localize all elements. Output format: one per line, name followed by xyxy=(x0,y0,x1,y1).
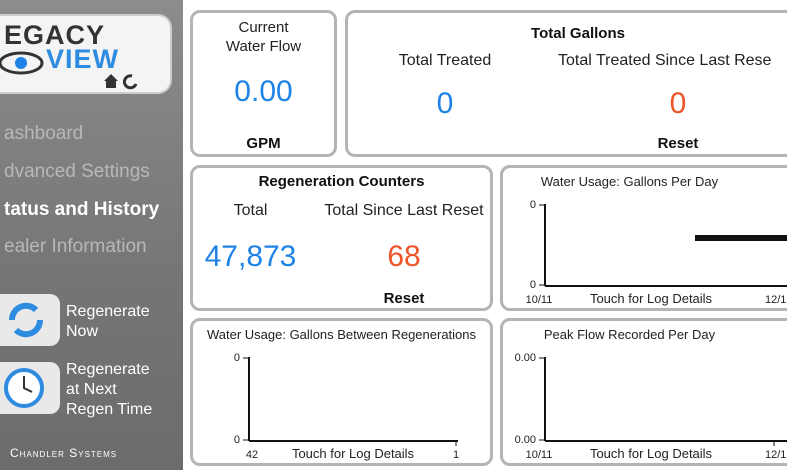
chart: 0 0 42 1 Touch for Log Details xyxy=(234,352,459,461)
chart-panel[interactable]: Water Usage: Gallons Between Regeneratio… xyxy=(190,318,493,466)
column-label: Total Since Last Reset xyxy=(324,202,484,219)
nav-item[interactable]: ashboard xyxy=(4,123,84,144)
regen-value: 47,873 xyxy=(204,240,297,273)
regenerate-icon[interactable] xyxy=(0,294,60,346)
y-tick-label: 0.00 xyxy=(515,434,536,446)
flow-value: 0.00 xyxy=(234,75,293,108)
nav-item[interactable]: tatus and History xyxy=(4,199,160,220)
nav-item[interactable]: dvanced Settings xyxy=(4,161,150,182)
chart-note: Touch for Log Details xyxy=(590,291,713,306)
eye-icon xyxy=(0,51,44,75)
chart-title: Water Usage: Gallons Per Day xyxy=(540,174,719,189)
button-line: Regenerate xyxy=(66,303,150,320)
title-line: Water Flow xyxy=(225,38,302,55)
gallons-value: 0 xyxy=(436,87,454,120)
column-label: Total Treated xyxy=(398,52,492,69)
title-line: Current xyxy=(238,19,289,36)
logo-text: EGACY xyxy=(4,20,106,50)
x-tick-label: 12/1 xyxy=(765,449,786,461)
chart-title: Water Usage: Gallons Between Regeneratio… xyxy=(206,327,477,342)
button-line: Now xyxy=(66,323,99,340)
flow-panel: Current Water Flow 0.00 GPM xyxy=(190,10,337,157)
y-tick-label: 0 xyxy=(234,434,240,446)
chart-note: Touch for Log Details xyxy=(292,446,415,461)
panel-title: Regeneration Counters xyxy=(258,173,425,190)
x-tick-label: 10/11 xyxy=(526,294,553,306)
sidebar: EGACY VIEW ashboard dvanced Settings tat… xyxy=(0,0,183,470)
button-line: at Next xyxy=(66,381,117,398)
footer-brand: Chandler Systems xyxy=(10,446,118,460)
reset-button[interactable]: Reset xyxy=(383,290,425,307)
chart: 0 0 10/11 12/1 Touch for Log Details xyxy=(526,199,787,306)
flow-unit: GPM xyxy=(246,135,281,152)
gallons-value: 0 xyxy=(669,87,687,120)
y-tick-label: 0.00 xyxy=(515,352,536,364)
button-label[interactable]: Regenerate at Next Regen Time xyxy=(66,360,152,420)
chart-panel[interactable]: Water Usage: Gallons Per Day 0 0 10/11 1… xyxy=(500,165,787,311)
home-icon xyxy=(104,74,138,90)
column-label: Total xyxy=(233,202,268,219)
logo-text: VIEW xyxy=(46,44,120,74)
clock-icon[interactable] xyxy=(0,362,60,414)
x-tick-label: 42 xyxy=(246,449,258,461)
chart-title: Peak Flow Recorded Per Day xyxy=(543,327,716,342)
chart-panel[interactable]: Peak Flow Recorded Per Day 0.00 0.00 10/… xyxy=(500,318,787,466)
regen-panel: Regeneration Counters Total Total Since … xyxy=(190,165,493,311)
panel-title: Total Gallons xyxy=(531,25,625,42)
x-tick-label: 1 xyxy=(453,449,459,461)
button-line: Regen Time xyxy=(66,401,153,418)
column-label: Total Treated Since Last Rese xyxy=(558,52,772,69)
button-label[interactable]: Regenerate Now xyxy=(66,302,150,342)
x-tick-label: 12/1 xyxy=(765,294,786,306)
chart: 0.00 0.00 10/11 12/1 Touch for Log Detai… xyxy=(515,352,787,461)
gallons-panel: Total Gallons Total Treated Total Treate… xyxy=(345,10,787,157)
chart-note: Touch for Log Details xyxy=(590,446,713,461)
regen-value: 68 xyxy=(387,240,421,273)
y-tick-label: 0 xyxy=(530,199,536,211)
panel-title: Current Water Flow xyxy=(193,18,334,56)
nav-item[interactable]: ealer Information xyxy=(4,236,147,257)
y-tick-label: 0 xyxy=(530,279,536,291)
y-tick-label: 0 xyxy=(234,352,240,364)
x-tick-label: 10/11 xyxy=(526,449,553,461)
button-line: Regenerate xyxy=(66,361,150,378)
logo[interactable]: EGACY VIEW xyxy=(0,14,172,94)
reset-button[interactable]: Reset xyxy=(657,135,699,152)
